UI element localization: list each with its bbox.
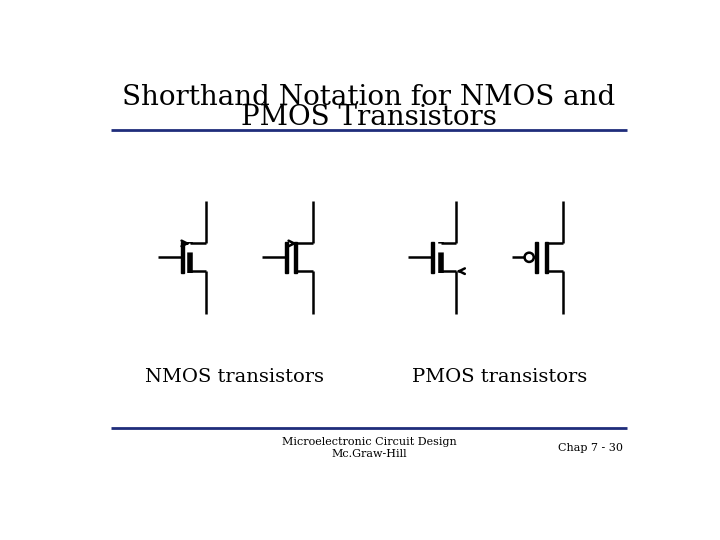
Polygon shape: [294, 242, 297, 273]
Polygon shape: [535, 242, 539, 273]
Text: PMOS transistors: PMOS transistors: [413, 368, 588, 386]
Polygon shape: [285, 242, 288, 273]
Text: Microelectronic Circuit Design
Mc.Graw-Hill: Microelectronic Circuit Design Mc.Graw-H…: [282, 437, 456, 459]
Text: Shorthand Notation for NMOS and: Shorthand Notation for NMOS and: [122, 84, 616, 111]
Text: NMOS transistors: NMOS transistors: [145, 368, 324, 386]
Text: PMOS Transistors: PMOS Transistors: [241, 104, 497, 131]
Polygon shape: [544, 242, 548, 273]
Text: Chap 7 - 30: Chap 7 - 30: [558, 443, 623, 453]
Polygon shape: [181, 242, 184, 273]
Polygon shape: [431, 242, 434, 273]
